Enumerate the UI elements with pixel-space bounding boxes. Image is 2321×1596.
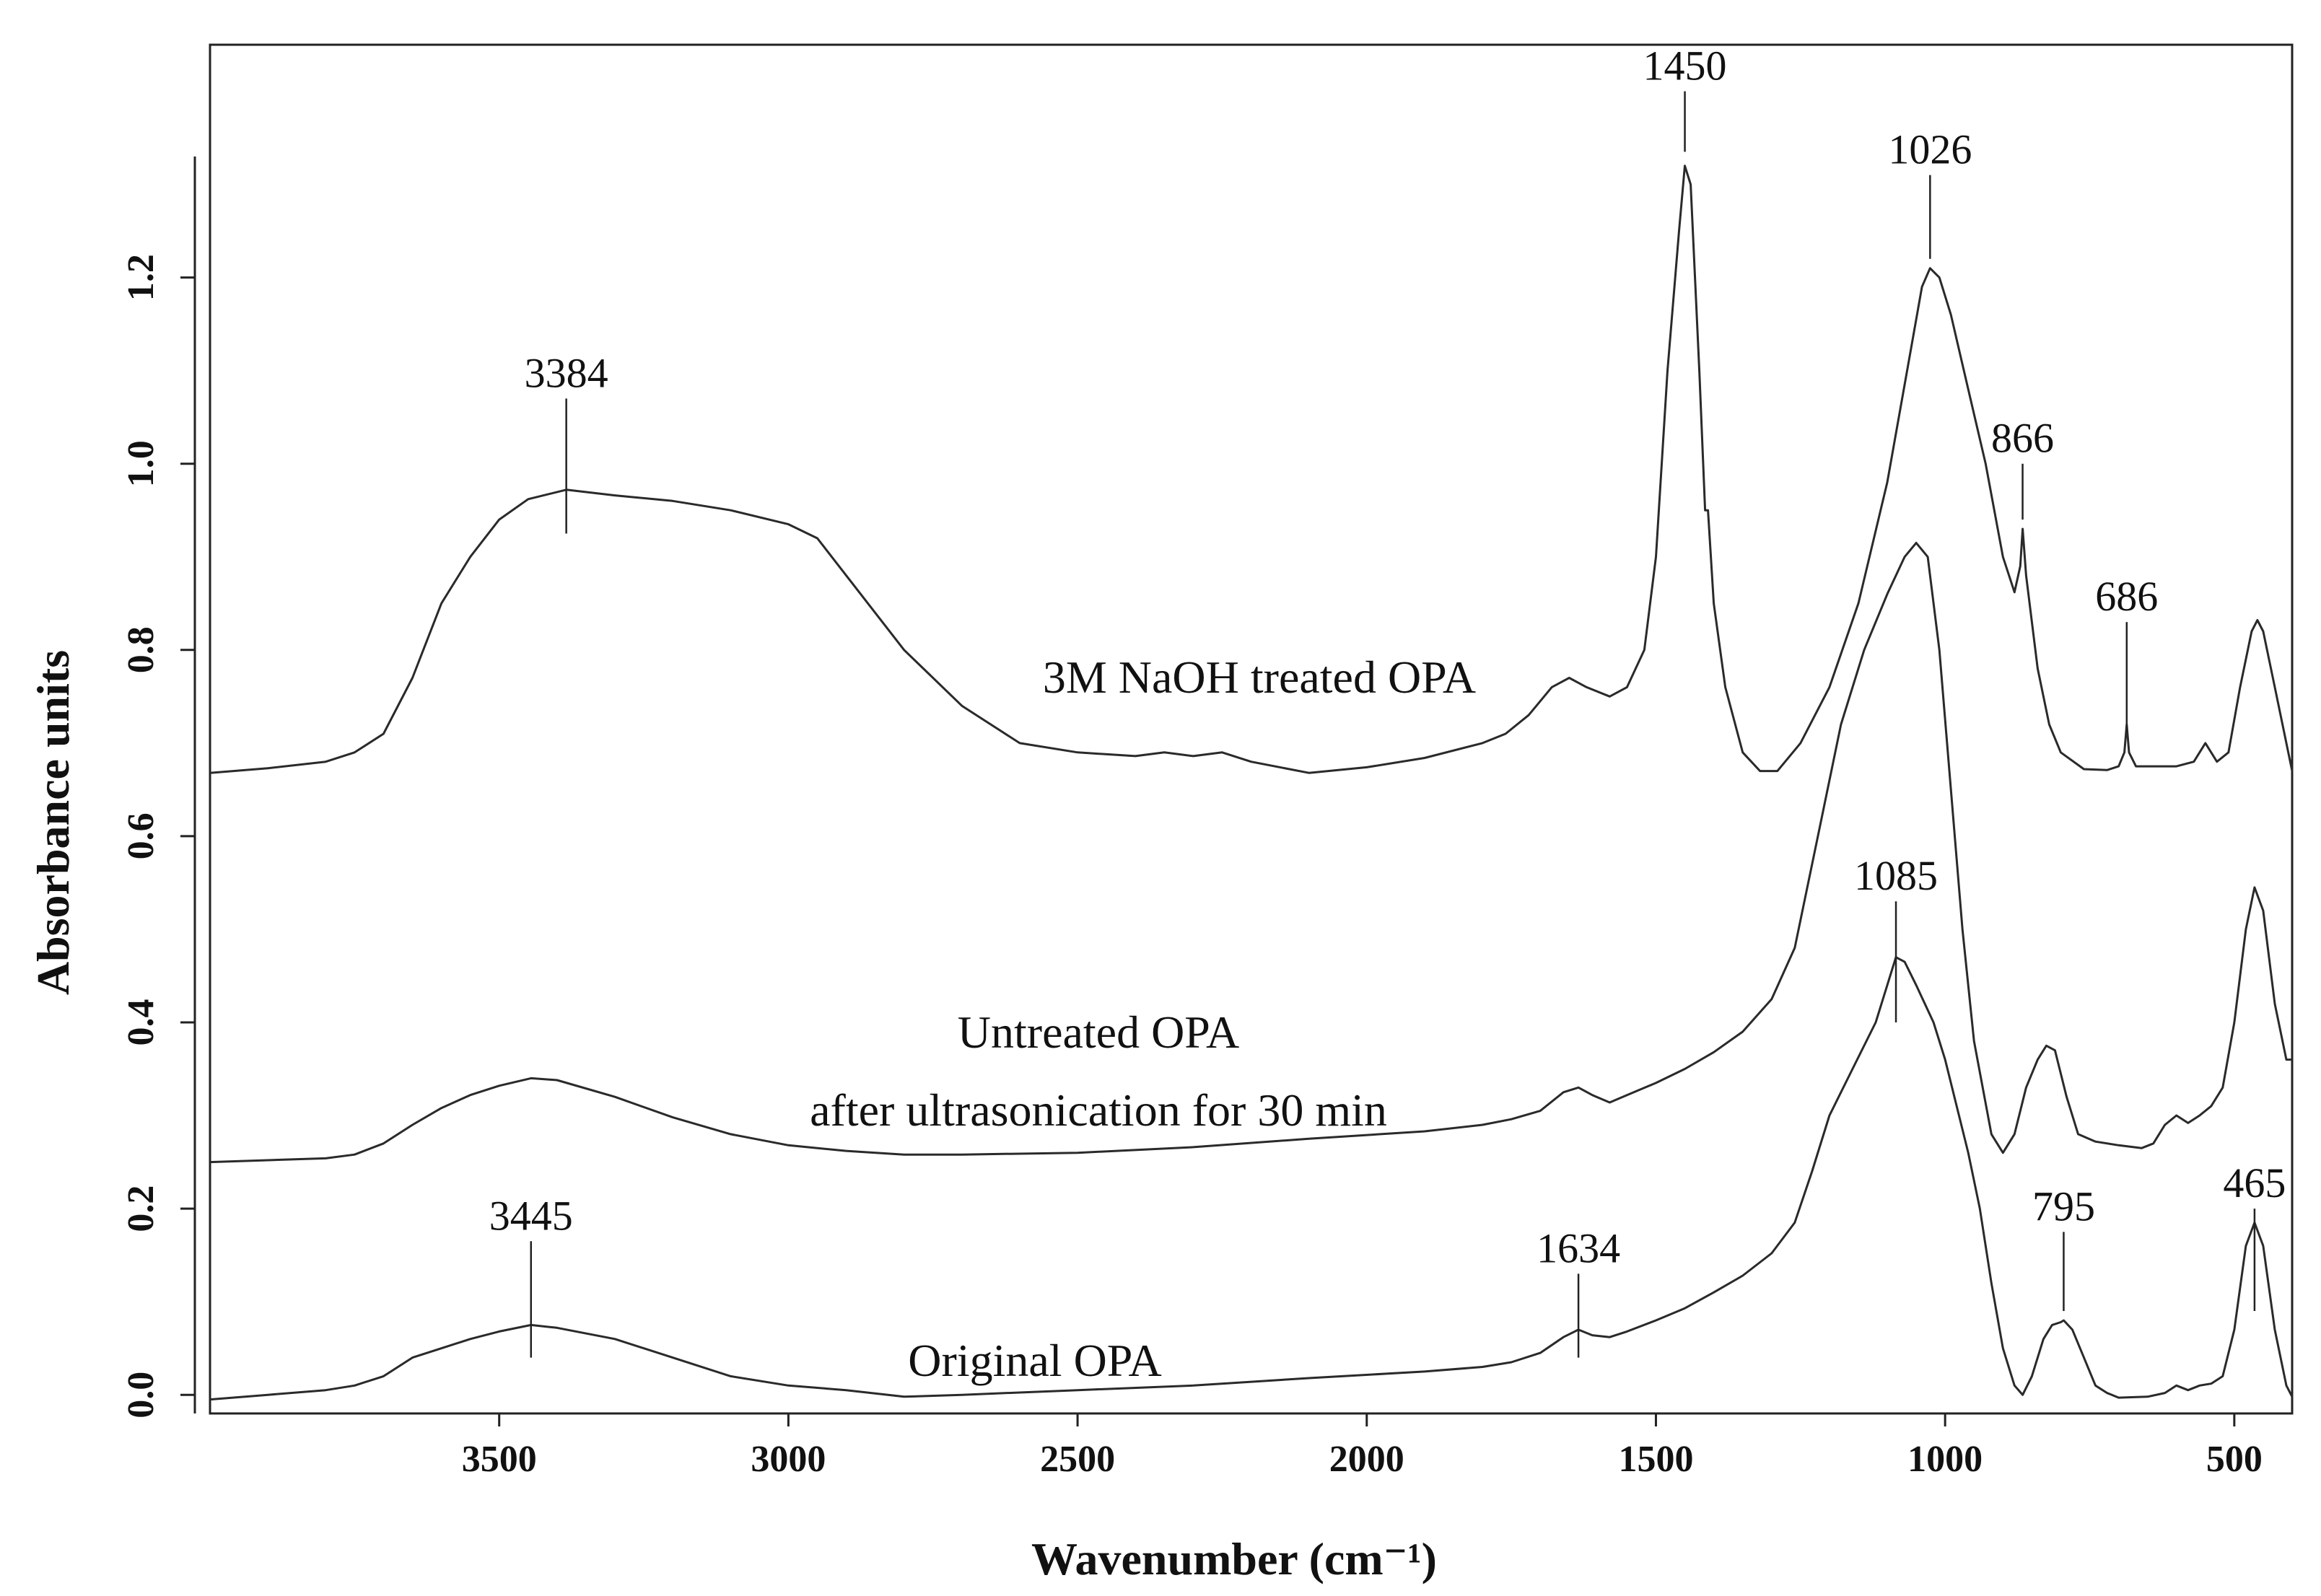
spectra-series [209,165,2294,1401]
x-axis-label: Wavenumber (cm⁻¹) [1031,1533,1437,1584]
peak-label: 1450 [1643,43,1727,89]
y-tick-label: 1.2 [121,254,162,301]
x-tick-label: 2000 [1329,1439,1404,1480]
x-tick-label: 3000 [751,1439,826,1480]
series-line-naoh-treated [209,165,2294,774]
series-label-untreated-line2: after ultrasonication for 30 min [810,1084,1387,1136]
peak-annotations: 3384 1450 1026 866 686 1085 3445 1634 795 465 [489,43,2286,1358]
peak-label: 866 [1991,415,2054,462]
peak-label: 1085 [1854,852,1938,899]
x-tick-label: 1000 [1907,1439,1983,1480]
y-tick-label: 0.4 [121,999,162,1046]
x-tick-label: 500 [2206,1439,2263,1480]
y-tick-label: 0.8 [121,626,162,673]
y-tick-label: 0.2 [121,1185,162,1232]
x-axis: 3500 3000 2500 2000 1500 1000 500 [462,1413,2263,1480]
y-axis-label: Absorbance units [27,650,79,995]
y-tick-label: 0.0 [121,1372,162,1419]
peak-label: 686 [2095,573,2158,620]
y-tick-label: 1.0 [121,440,162,487]
peak-label: 1634 [1537,1224,1620,1271]
plot-frame [209,43,2294,1415]
y-tick-label: 0.6 [121,812,162,859]
peak-label: 1026 [1888,126,1972,173]
y-axis: 0.0 0.2 0.4 0.6 0.8 1.0 1.2 [121,156,196,1419]
series-label-untreated-line1: Untreated OPA [958,1007,1239,1058]
x-tick-label: 1500 [1618,1439,1693,1480]
series-line-untreated-ultrasonicated [209,541,2292,1164]
series-label-naoh: 3M NaOH treated OPA [1043,652,1476,703]
peak-label: 795 [2032,1183,2095,1229]
peak-label: 3384 [525,349,608,396]
x-tick-label: 3500 [462,1439,537,1480]
peak-label: 465 [2223,1159,2286,1206]
series-label-original: Original OPA [908,1335,1161,1386]
peak-label: 3445 [489,1192,573,1239]
series-line-original [209,956,2294,1401]
x-tick-label: 2500 [1040,1439,1115,1480]
